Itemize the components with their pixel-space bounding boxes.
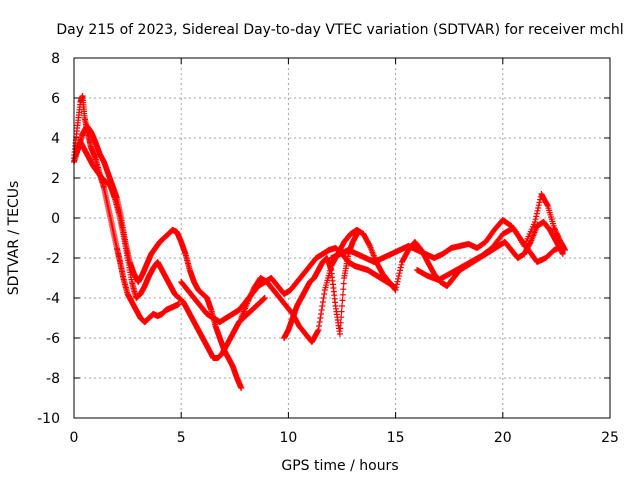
y-tick-label: -8 — [46, 371, 60, 387]
plus-markers — [414, 191, 568, 283]
y-tick-label: -2 — [46, 251, 60, 267]
plus-markers — [281, 231, 361, 341]
plus-markers — [73, 139, 268, 361]
x-axis-label: GPS time / hours — [281, 458, 398, 474]
series-track-7 — [414, 191, 568, 283]
tick-labels: 0 5 10 15 20 25 -10 -8 -6 -4 -2 0 2 4 6 8 — [37, 51, 619, 446]
y-tick-label: 6 — [51, 91, 60, 107]
x-tick-label: 10 — [279, 430, 297, 446]
y-tick-label: 8 — [51, 51, 60, 67]
series-track-6 — [328, 217, 566, 265]
series-track-8 — [281, 231, 361, 341]
y-tick-label: -4 — [46, 291, 60, 307]
plot-frame — [73, 57, 611, 419]
x-tick-label: 20 — [494, 430, 512, 446]
y-tick-label: -10 — [37, 411, 60, 427]
x-tick-label: 5 — [177, 430, 186, 446]
y-tick-label: -6 — [46, 331, 60, 347]
chart-title: Day 215 of 2023, Sidereal Day-to-day VTE… — [56, 22, 623, 38]
x-tick-label: 0 — [70, 430, 79, 446]
plus-markers — [328, 217, 566, 265]
x-tick-label: 25 — [601, 430, 619, 446]
x-tick-label: 15 — [387, 430, 405, 446]
y-tick-label: 4 — [51, 131, 60, 147]
y-axis-label: SDTVAR / TECUs — [6, 181, 22, 296]
y-tick-label: 2 — [51, 171, 60, 187]
y-tick-label: 0 — [51, 211, 60, 227]
series-track-3 — [73, 139, 268, 361]
